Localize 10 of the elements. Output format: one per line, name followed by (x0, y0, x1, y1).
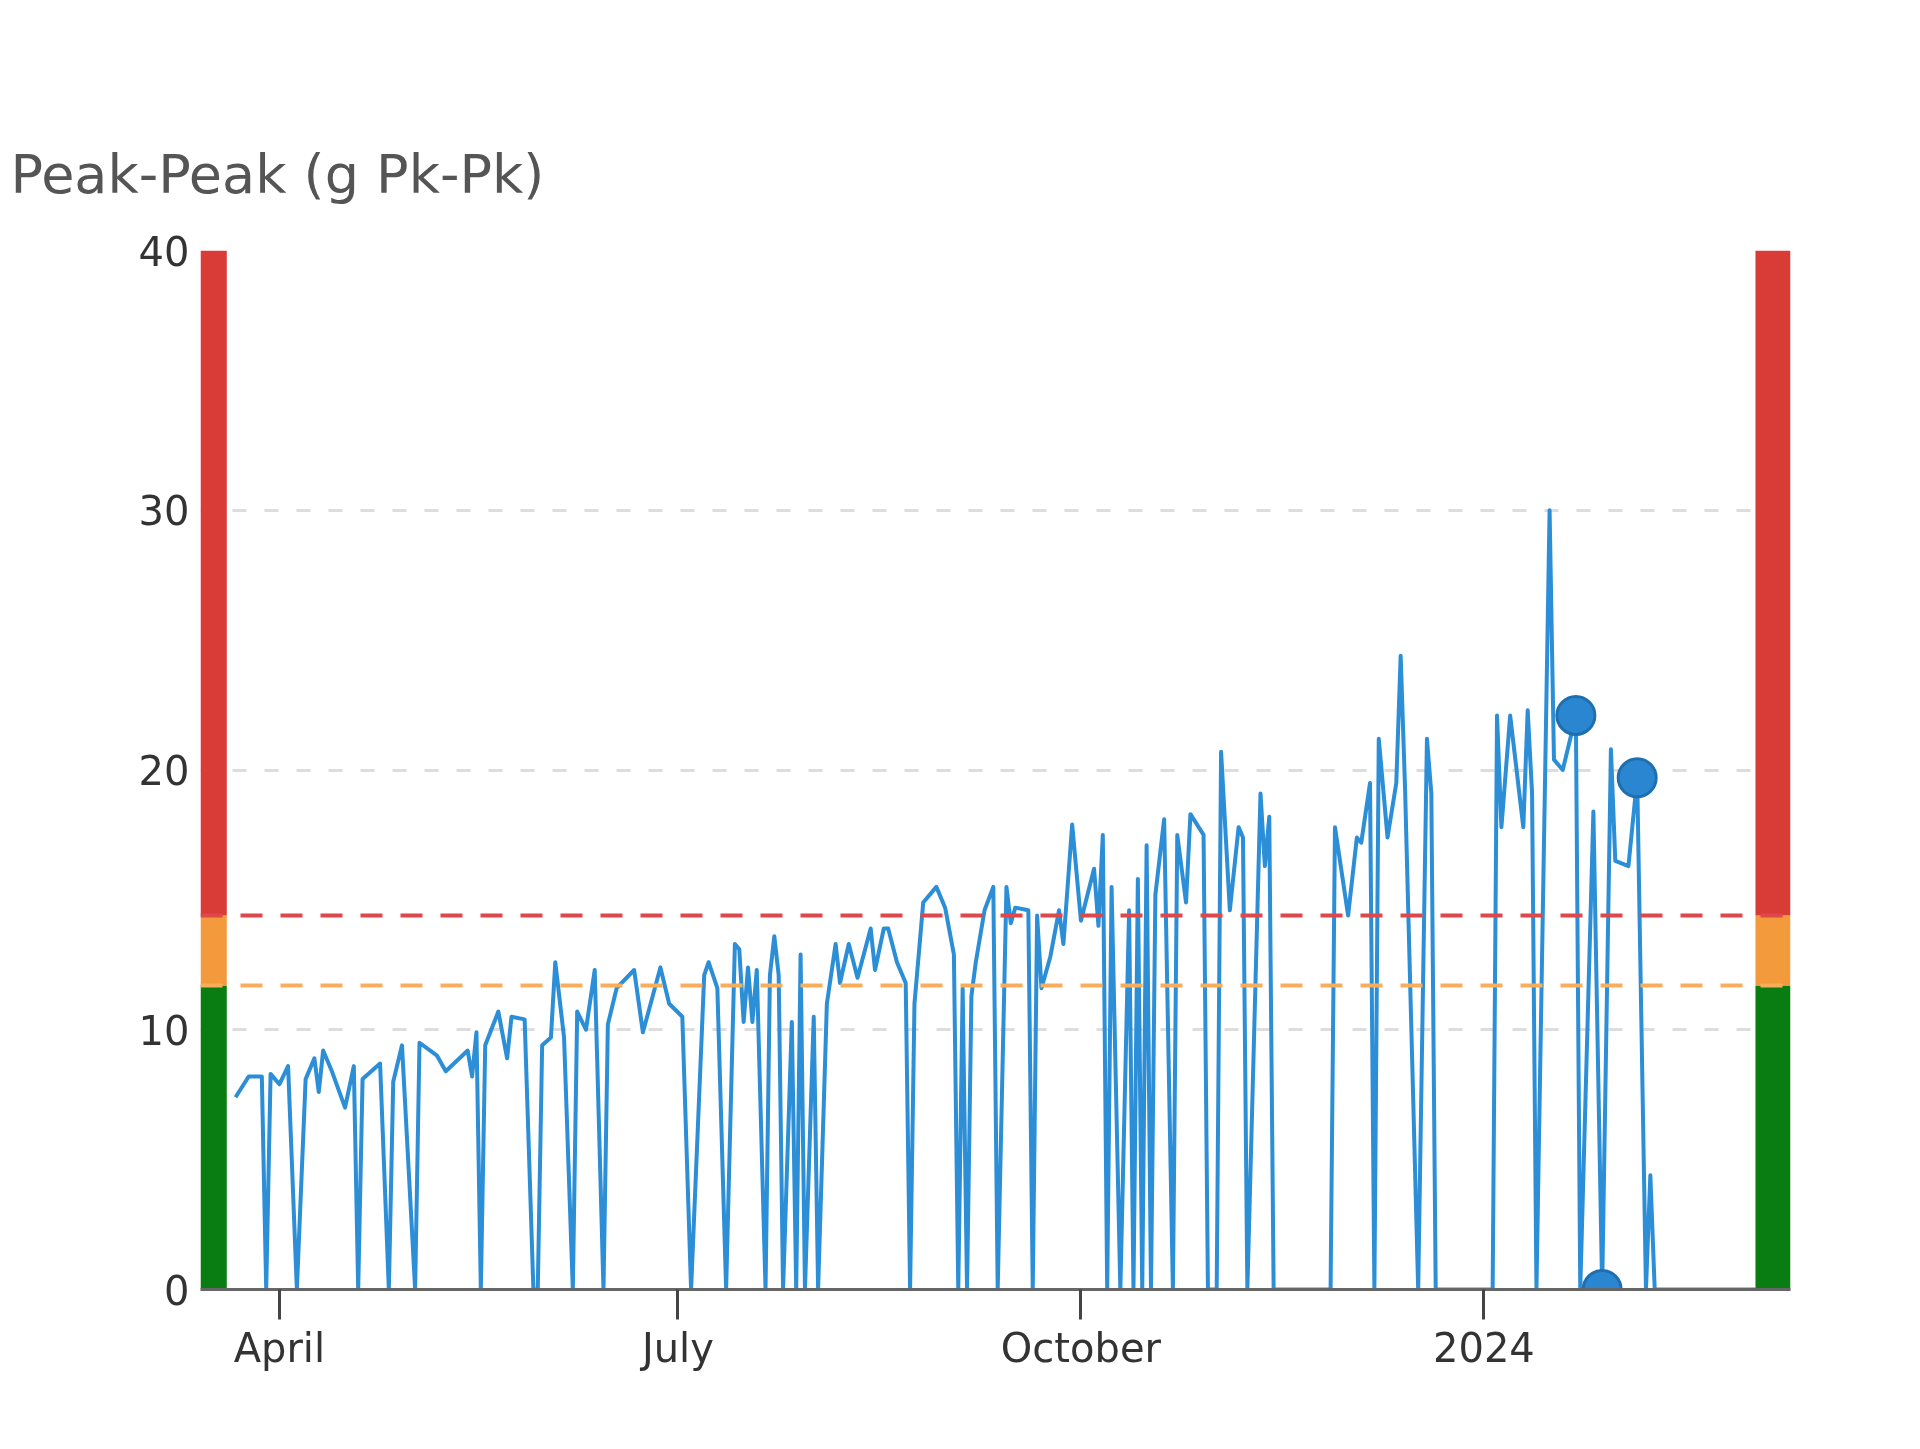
chart-title: Peak-Peak (g Pk-Pk) (10, 142, 545, 206)
y-tick-label: 10 (138, 1007, 190, 1054)
x-tick-label: April (233, 1324, 326, 1371)
y-tick-label: 30 (138, 488, 190, 535)
x-tick-label: July (638, 1324, 714, 1371)
y-tick-label: 20 (138, 748, 190, 794)
y-tick-label: 0 (164, 1267, 190, 1314)
y-tick-label: 40 (138, 228, 190, 275)
x-tick-label: 2024 (1432, 1324, 1535, 1371)
x-tick-label: October (1000, 1324, 1162, 1371)
